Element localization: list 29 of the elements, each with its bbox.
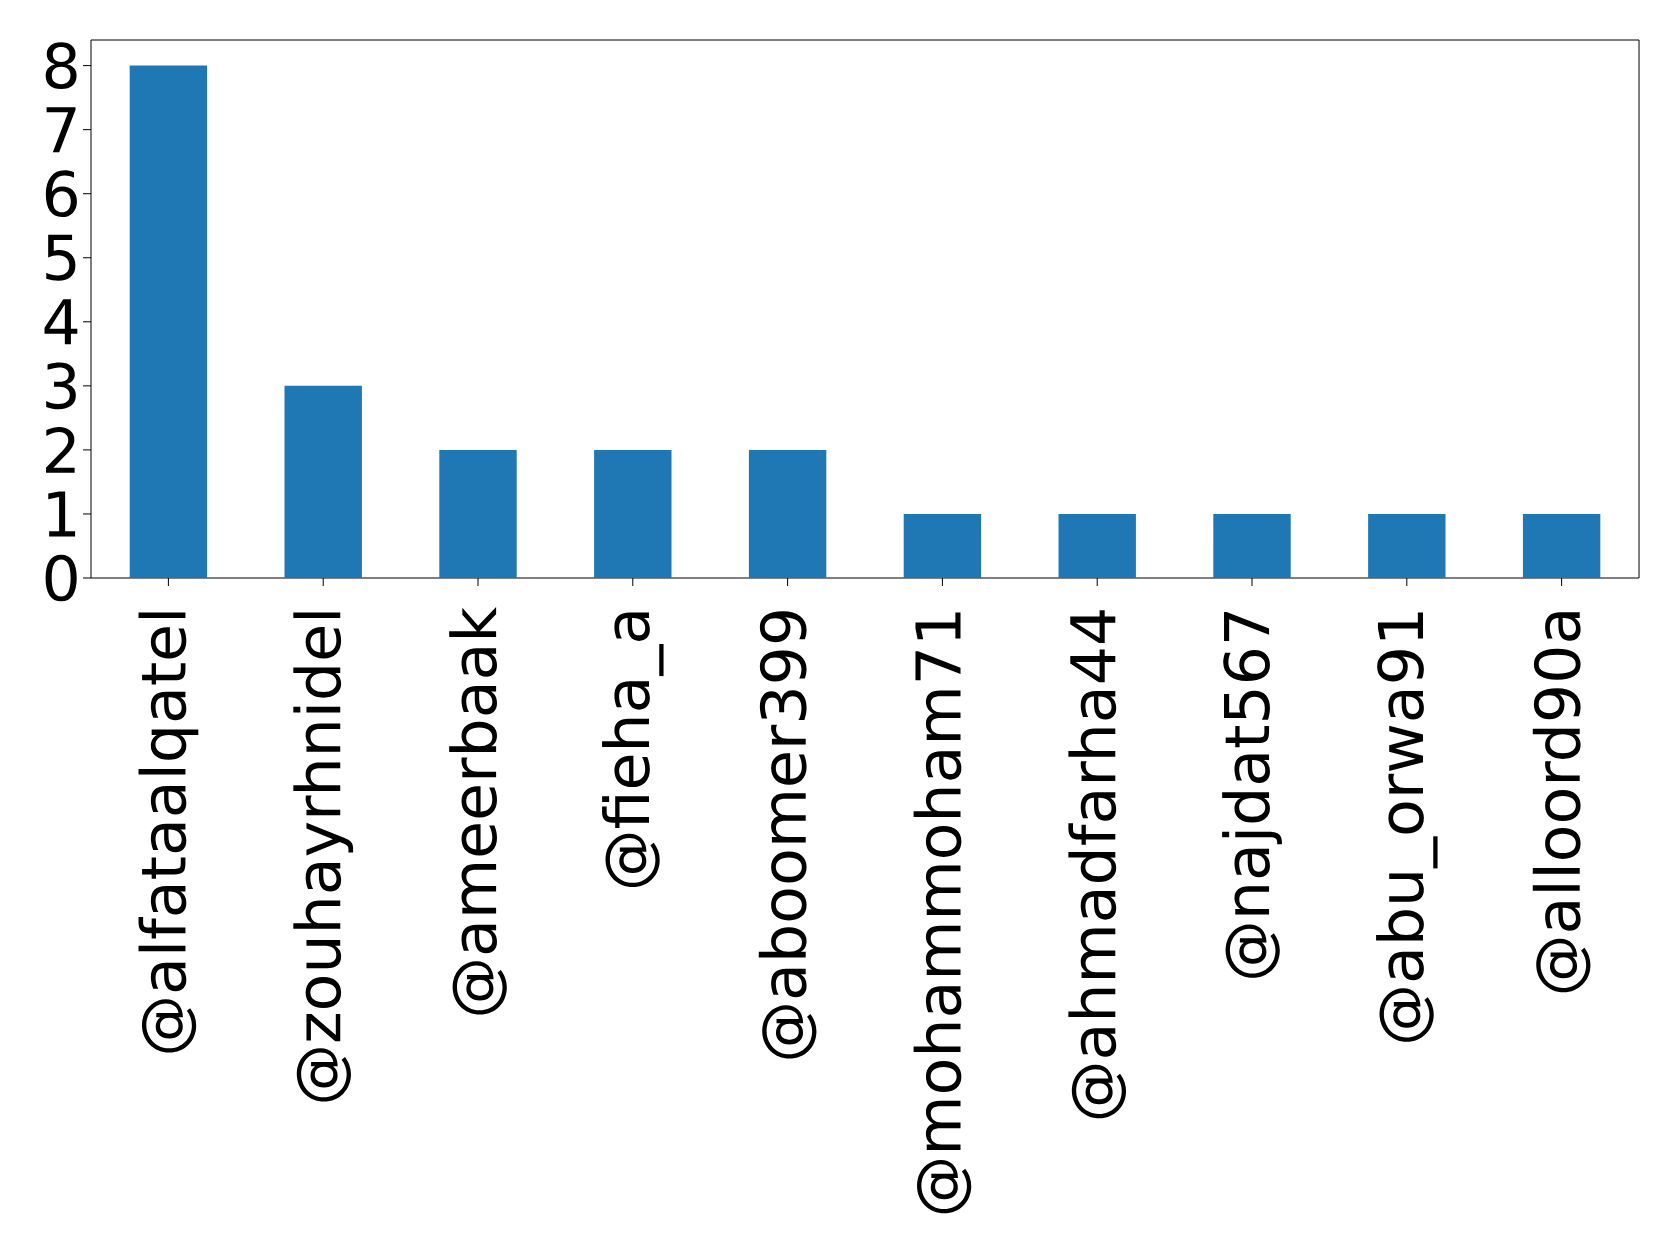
bar [129,65,208,578]
x-tick-label: @ahmadfarha44 [1068,610,1127,1119]
x-tick-label: @najdat567 [1222,612,1282,978]
y-tick-label: 2 [46,426,75,473]
x-tick-label: @alloord90a [1532,612,1591,993]
y-tick-label: 3 [46,362,76,410]
y-tick-label: 0 [45,554,77,602]
x-tick-label: @abu_orwa91 [1376,612,1438,1042]
y-tick-label: 7 [46,107,76,153]
bar [748,449,827,578]
y-tick-label: 5 [46,234,76,281]
x-tick-label: @ameerbaak [449,606,507,1015]
bar [439,449,517,578]
y-tick-label: 6 [45,170,77,218]
x-tick-label: @zouhayrhnidel [293,612,354,1102]
bar [594,449,672,578]
x-tick-label: @aboomer399 [758,611,817,1059]
y-tick-label: 1 [48,491,76,537]
bar [1213,513,1291,578]
y-tick-label: 8 [45,42,77,89]
x-tick-label: @fieha_a [602,612,664,888]
bar [1368,513,1446,578]
bar [1522,513,1601,578]
bar [903,513,982,578]
x-tick-label: @mohammoham71 [913,612,972,1214]
bar [1058,513,1136,578]
y-tick-label: 4 [44,299,78,345]
x-tick-label: @alfataalqatel [138,612,199,1053]
bar [284,385,362,578]
